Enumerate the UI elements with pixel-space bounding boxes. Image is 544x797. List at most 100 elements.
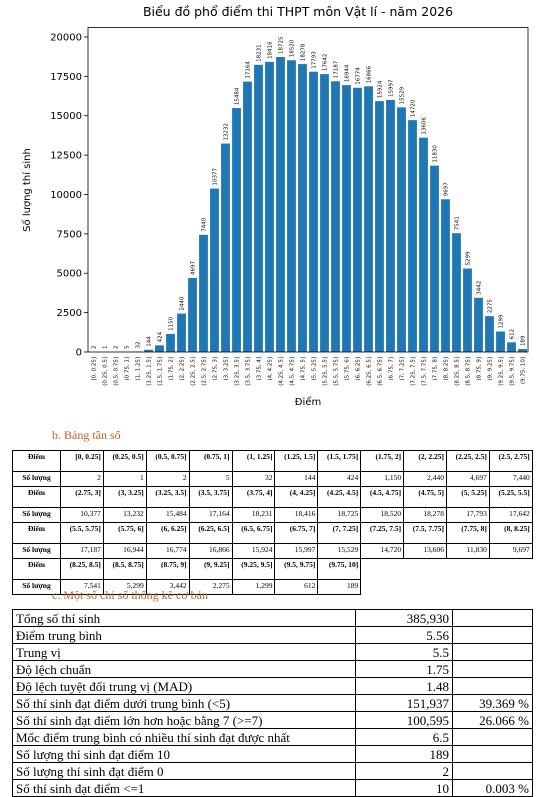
data-label: 16774 xyxy=(356,67,362,85)
data-label: 2 xyxy=(114,345,120,349)
table-cell: 13,232 xyxy=(103,508,146,523)
data-label: 14720 xyxy=(411,99,417,117)
row-header: Điểm xyxy=(13,523,61,544)
y-tick-label: 10000 xyxy=(50,190,82,201)
data-label: 1299 xyxy=(499,314,505,328)
bar xyxy=(507,342,516,352)
table-cell: 1.48 xyxy=(356,678,453,695)
x-tick-label: (3, 3.25] xyxy=(224,357,230,381)
table-cell: 11,830 xyxy=(447,544,490,559)
bar xyxy=(353,88,362,352)
x-tick-label: (8.25, 8.5] xyxy=(455,357,461,386)
data-label: 7440 xyxy=(202,217,208,231)
frequency-table: Điểm[0, 0.25](0.25, 0.5](0.5, 0.75](0.75… xyxy=(12,450,533,595)
table-cell: 2 xyxy=(61,472,104,487)
y-tick-label: 15000 xyxy=(50,111,82,122)
table-cell: Số thí sinh đạt điểm <=1 xyxy=(13,780,356,797)
empty-cell xyxy=(453,661,533,678)
table-cell: 10 xyxy=(356,780,453,797)
x-tick-label: (8, 8.25] xyxy=(444,357,450,381)
x-tick-label: (3.5, 3.75] xyxy=(246,357,252,386)
table-cell: (8, 8.25] xyxy=(489,523,532,544)
x-tick-label: (7.5, 7.75] xyxy=(422,357,428,386)
bar xyxy=(364,86,373,352)
table-cell: 26.066 % xyxy=(453,712,533,729)
table-cell: 1,150 xyxy=(361,472,404,487)
x-tick-label: (9, 9.25] xyxy=(488,357,494,381)
empty-cell xyxy=(453,627,533,644)
table-cell: [0, 0.25] xyxy=(61,451,104,472)
data-label: 189 xyxy=(521,335,527,346)
data-label: 3442 xyxy=(477,281,483,295)
table-cell: 2,440 xyxy=(404,472,447,487)
x-tick-label: (7.25, 7.5] xyxy=(411,357,417,386)
x-tick-label: (6.5, 6.75] xyxy=(378,357,384,386)
section-title: c. Một số chỉ số thống kê cơ bản xyxy=(52,588,208,603)
table-row: Độ lệch tuyệt đối trung vị (MAD)1.48 xyxy=(13,678,533,695)
x-tick-label: (2, 2.25] xyxy=(180,357,186,381)
table-cell: Số lượng thí sinh đạt điểm 0 xyxy=(13,763,356,780)
data-label: 2 xyxy=(92,345,98,349)
y-tick-label: 2500 xyxy=(57,308,82,319)
x-tick-label: (8.5, 8.75] xyxy=(466,357,472,386)
row-header: Điểm xyxy=(13,487,61,508)
table-cell: Độ lệch tuyệt đối trung vị (MAD) xyxy=(13,678,356,695)
table-cell: 15,924 xyxy=(232,544,275,559)
x-tick-label: (1.25, 1.5] xyxy=(147,357,153,386)
table-cell: Tổng số thí sinh xyxy=(13,610,356,627)
table-cell: (6.5, 6.75] xyxy=(232,523,275,544)
x-tick-label: (0.75, 1] xyxy=(125,357,131,381)
data-label: 2440 xyxy=(180,296,186,310)
data-label: 15484 xyxy=(235,87,241,105)
data-label: 18725 xyxy=(279,36,285,54)
table-row: Điểm(8.25, 8.5](8.5, 8.75](8.75, 9](9, 9… xyxy=(13,559,533,580)
bar xyxy=(331,81,340,352)
bar xyxy=(463,269,472,352)
table-cell: (7.25, 7.5] xyxy=(361,523,404,544)
table-row: Điểm(5.5, 5.75](5.75, 6](6, 6.25](6.25, … xyxy=(13,523,533,544)
x-tick-label: (9.5, 9.75] xyxy=(510,357,516,386)
data-label: 32 xyxy=(136,341,142,348)
table-cell: (1, 1.25] xyxy=(232,451,275,472)
axes-frame xyxy=(88,28,528,353)
x-tick-label: (0.5, 0.75] xyxy=(114,357,120,386)
bar xyxy=(254,65,263,352)
x-tick-label: (7.75, 8] xyxy=(433,357,439,381)
table-cell: Điểm trung bình xyxy=(13,627,356,644)
table-cell: (5.75, 6] xyxy=(103,523,146,544)
data-label: 17187 xyxy=(334,60,340,78)
data-label: 15997 xyxy=(389,79,395,97)
table-cell: (7.75, 8] xyxy=(447,523,490,544)
table-cell: 189 xyxy=(318,580,361,595)
table-cell: Mốc điểm trung bình có nhiều thí sinh đạ… xyxy=(13,729,356,746)
table-row: Điểm[0, 0.25](0.25, 0.5](0.5, 0.75](0.75… xyxy=(13,451,533,472)
x-tick-label: (6, 6.25] xyxy=(356,357,362,381)
x-tick-label: (4, 4.25] xyxy=(268,357,274,381)
table-cell: 13,606 xyxy=(404,544,447,559)
table-cell: (5, 5.25] xyxy=(447,487,490,508)
x-tick-label: (4.75, 5] xyxy=(301,357,307,381)
bar xyxy=(419,138,428,352)
table-cell: 6.5 xyxy=(356,729,453,746)
x-tick-label: (1.5, 1.75] xyxy=(158,357,164,386)
x-tick-label: (3.25, 3.5] xyxy=(235,357,241,386)
bar xyxy=(485,316,494,352)
bar xyxy=(408,120,417,352)
table-cell: 1,299 xyxy=(232,580,275,595)
bar xyxy=(320,74,329,352)
table-row: Điểm(2.75, 3](3, 3.25](3.25, 3.5](3.5, 3… xyxy=(13,487,533,508)
table-cell: 9,697 xyxy=(489,544,532,559)
bar xyxy=(452,233,461,352)
x-tick-label: (8.75, 9] xyxy=(477,357,483,381)
bar xyxy=(496,332,505,352)
x-tick-label: (4.25, 4.5] xyxy=(279,357,285,386)
table-cell: 2 xyxy=(146,472,189,487)
x-tick-label: (2.25, 2.5] xyxy=(191,357,197,386)
